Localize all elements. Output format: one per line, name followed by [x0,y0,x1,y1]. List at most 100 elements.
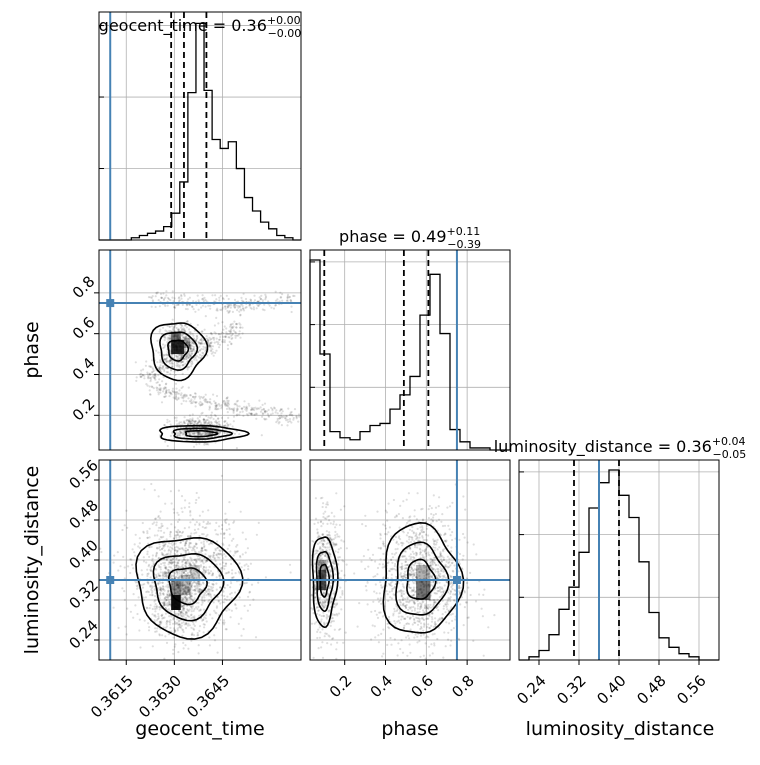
scatter-point [139,547,141,549]
scatter-point [117,569,119,571]
scatter-point [147,622,149,624]
scatter-point [239,584,241,586]
scatter-point [205,394,207,396]
scatter-point [316,528,318,530]
scatter-point [162,390,164,392]
scatter-point [113,562,115,564]
scatter-point [242,305,244,307]
scatter-point [426,528,428,530]
scatter-point [334,606,336,608]
scatter-point [188,544,190,546]
scatter-point [224,587,226,589]
scatter-point [185,552,187,554]
scatter-point [147,573,149,575]
scatter-point [201,402,203,404]
scatter-point [212,574,214,576]
scatter-point [193,623,195,625]
scatter-point [223,619,225,621]
scatter-point [228,408,230,410]
scatter-point [174,325,176,327]
scatter-point [273,307,275,309]
scatter-point [194,529,196,531]
scatter-point [226,295,228,297]
scatter-point [227,417,229,419]
scatter-point [162,593,164,595]
scatter-point [182,613,184,615]
scatter-point [416,641,418,643]
scatter-point [410,541,412,543]
scatter-point [222,306,224,308]
scatter-point [188,526,190,528]
scatter-point [161,401,163,403]
scatter-point [165,358,167,360]
scatter-point [239,405,241,407]
scatter-point [196,492,198,494]
scatter-point [160,593,162,595]
scatter-point [422,618,424,620]
scatter-point [317,522,319,524]
scatter-point [221,554,223,556]
scatter-point [199,339,201,341]
scatter-point [231,592,233,594]
scatter-point [217,322,219,324]
scatter-point [181,571,183,573]
scatter-point [159,364,161,366]
scatter-point [139,646,141,648]
scatter-point [174,526,176,528]
scatter-point [403,627,405,629]
scatter-point [372,624,374,626]
scatter-point [333,620,335,622]
scatter-point [328,531,330,533]
scatter-point [179,364,181,366]
scatter-point [141,569,143,571]
scatter-point [413,540,415,542]
scatter-point [333,521,335,523]
scatter-point [159,384,161,386]
scatter-point [226,529,228,531]
scatter-point [324,604,326,606]
scatter-point [178,519,180,521]
scatter-point [127,565,129,567]
scatter-point [190,627,192,629]
scatter-point [261,416,263,418]
scatter-point [386,520,388,522]
scatter-point [152,645,154,647]
scatter-point [256,408,258,410]
scatter-point [189,331,191,333]
scatter-point [402,583,404,585]
scatter-point [371,559,373,561]
scatter-point [319,597,321,599]
scatter-point [218,600,220,602]
scatter-point [161,634,163,636]
scatter-point [427,551,429,553]
scatter-point [172,558,174,560]
scatter-point [400,602,402,604]
title-lower-error: −0.39 [447,238,481,251]
scatter-point [238,647,240,649]
scatter-point [179,531,181,533]
title-luminosity-distance: luminosity_distance = 0.36+0.04−0.05 [494,435,747,461]
scatter-point [142,522,144,524]
scatter-point [205,569,207,571]
scatter-point [246,413,248,415]
scatter-point [278,422,280,424]
scatter-point [187,572,189,574]
scatter-point [313,541,315,543]
scatter-point [193,358,195,360]
scatter-point [154,599,156,601]
scatter-point [143,556,145,558]
scatter-point [179,299,181,301]
scatter-point [221,341,223,343]
scatter-point [187,625,189,627]
scatter-point [191,608,193,610]
scatter-point [238,311,240,313]
scatter-point [449,528,451,530]
title-text: luminosity_distance = 0.36 [494,437,712,457]
scatter-point [402,555,404,557]
scatter-point [275,409,277,411]
scatter-point [147,537,149,539]
truth-marker [106,299,114,307]
scatter-point [156,606,158,608]
scatter-point [133,551,135,553]
scatter-point [237,305,239,307]
